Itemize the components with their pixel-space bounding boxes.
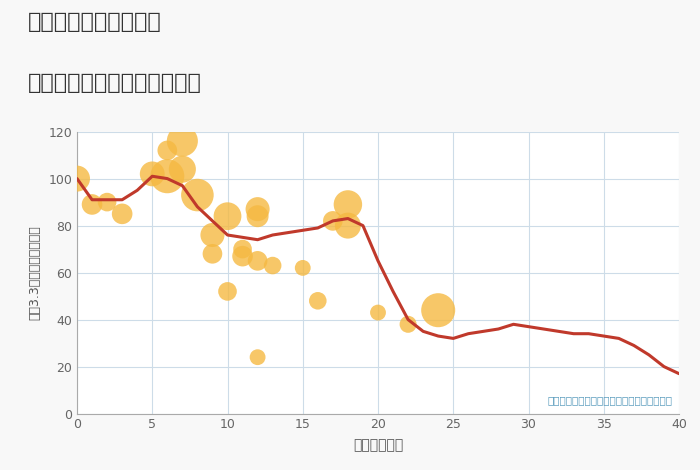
Point <box>252 205 263 213</box>
Point <box>162 147 173 154</box>
Point <box>176 137 188 145</box>
Point <box>147 170 158 178</box>
Point <box>207 250 218 258</box>
Point <box>222 212 233 220</box>
Point <box>207 231 218 239</box>
Point <box>402 321 414 328</box>
Text: 築年数別中古マンション価格: 築年数別中古マンション価格 <box>28 73 202 93</box>
Point <box>297 264 308 272</box>
Point <box>116 210 128 218</box>
Point <box>342 201 354 208</box>
Point <box>372 309 384 316</box>
Y-axis label: 坪（3.3㎡）単価（万円）: 坪（3.3㎡）単価（万円） <box>28 225 41 320</box>
Point <box>87 201 98 208</box>
Point <box>252 212 263 220</box>
Point <box>328 217 339 225</box>
Point <box>237 245 248 253</box>
Point <box>71 175 83 182</box>
Point <box>237 252 248 260</box>
Point <box>102 198 113 206</box>
X-axis label: 築年数（年）: 築年数（年） <box>353 439 403 453</box>
Point <box>162 172 173 180</box>
Point <box>192 191 203 199</box>
Point <box>342 222 354 229</box>
Point <box>176 165 188 173</box>
Text: 円の大きさは、取引のあった物件面積を示す: 円の大きさは、取引のあった物件面積を示す <box>548 395 673 405</box>
Point <box>252 257 263 265</box>
Point <box>252 353 263 361</box>
Point <box>267 262 278 269</box>
Point <box>433 306 444 314</box>
Point <box>312 297 323 305</box>
Point <box>222 288 233 295</box>
Text: 三重県津市安濃町清水: 三重県津市安濃町清水 <box>28 12 162 32</box>
